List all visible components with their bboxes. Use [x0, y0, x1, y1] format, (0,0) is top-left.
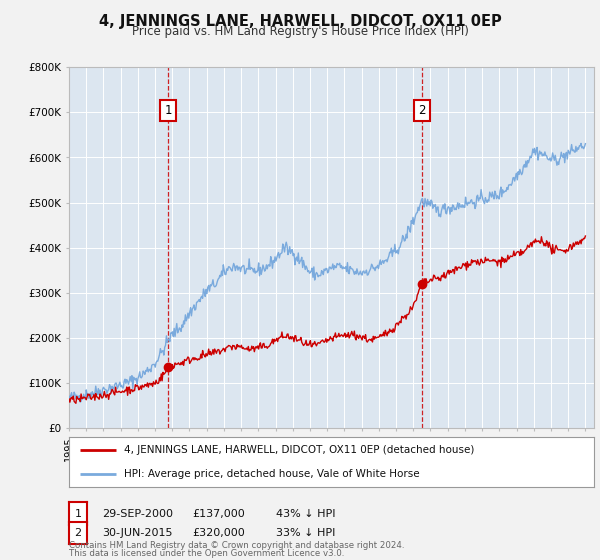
Text: 1: 1: [164, 104, 172, 117]
Text: 33% ↓ HPI: 33% ↓ HPI: [276, 528, 335, 538]
Text: £320,000: £320,000: [192, 528, 245, 538]
Text: HPI: Average price, detached house, Vale of White Horse: HPI: Average price, detached house, Vale…: [124, 469, 420, 479]
Text: 4, JENNINGS LANE, HARWELL, DIDCOT, OX11 0EP (detached house): 4, JENNINGS LANE, HARWELL, DIDCOT, OX11 …: [124, 445, 475, 455]
Text: 29-SEP-2000: 29-SEP-2000: [102, 508, 173, 519]
Text: Price paid vs. HM Land Registry's House Price Index (HPI): Price paid vs. HM Land Registry's House …: [131, 25, 469, 38]
Text: £137,000: £137,000: [192, 508, 245, 519]
Text: 4, JENNINGS LANE, HARWELL, DIDCOT, OX11 0EP: 4, JENNINGS LANE, HARWELL, DIDCOT, OX11 …: [98, 14, 502, 29]
Text: This data is licensed under the Open Government Licence v3.0.: This data is licensed under the Open Gov…: [69, 549, 344, 558]
Text: 2: 2: [418, 104, 425, 117]
Text: Contains HM Land Registry data © Crown copyright and database right 2024.: Contains HM Land Registry data © Crown c…: [69, 541, 404, 550]
Text: 43% ↓ HPI: 43% ↓ HPI: [276, 508, 335, 519]
Text: 2: 2: [74, 528, 82, 538]
Text: 30-JUN-2015: 30-JUN-2015: [102, 528, 173, 538]
Text: 1: 1: [74, 508, 82, 519]
